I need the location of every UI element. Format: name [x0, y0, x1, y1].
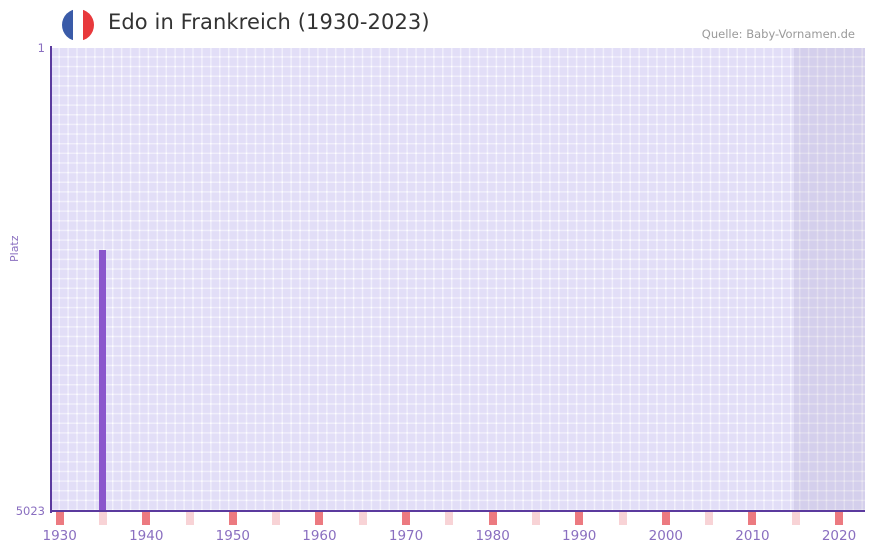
x-axis-tick — [531, 512, 540, 525]
x-axis-tick — [142, 512, 151, 525]
x-axis-tick-label: 2020 — [821, 528, 857, 544]
x-axis-tick-label: 1980 — [475, 528, 510, 544]
x-axis-tick-label: 2000 — [648, 528, 684, 544]
x-axis-tick-label: 1960 — [302, 528, 337, 544]
plot-area — [51, 48, 865, 511]
y-axis-title: Platz — [8, 235, 21, 262]
x-axis-tick-label: 1930 — [42, 528, 77, 544]
x-axis-tick — [358, 512, 367, 525]
x-axis-tick-label: 1950 — [215, 528, 251, 544]
x-axis-tick — [185, 512, 194, 525]
x-axis-line — [50, 510, 865, 512]
chart-title: Edo in Frankreich (1930-2023) — [108, 10, 430, 34]
x-axis-tick — [228, 512, 237, 525]
flag-band-red — [83, 9, 94, 41]
x-axis-tick — [618, 512, 627, 525]
y-axis-line — [50, 46, 52, 513]
x-axis-tick — [791, 512, 800, 525]
shaded-forecast-region — [793, 48, 865, 511]
x-axis-tick — [98, 512, 107, 525]
y-axis-label-top: 1 — [37, 41, 45, 55]
x-axis-tick-label: 2010 — [735, 528, 770, 544]
bar — [99, 249, 107, 511]
x-axis-tick — [705, 512, 714, 525]
y-axis-label-bottom: 5023 — [15, 504, 45, 518]
x-axis-tick — [835, 512, 844, 525]
x-axis-tick — [272, 512, 281, 525]
flag-band-blue — [62, 9, 73, 41]
x-axis-tick — [748, 512, 757, 525]
x-axis-tick — [445, 512, 454, 525]
x-axis-tick — [488, 512, 497, 525]
chart-header: Edo in Frankreich (1930-2023) Quelle: Ba… — [0, 0, 873, 44]
x-axis-tick — [55, 512, 64, 525]
grid-cells — [51, 48, 865, 511]
x-axis-tick — [661, 512, 670, 525]
source-attribution: Quelle: Baby-Vornamen.de — [701, 27, 855, 41]
x-axis-tick — [575, 512, 584, 525]
x-axis-tick-label: 1970 — [388, 528, 424, 544]
x-axis-tick — [402, 512, 411, 525]
france-flag-icon — [62, 9, 94, 41]
flag-band-white — [72, 9, 84, 41]
x-axis-tick-label: 1940 — [129, 528, 164, 544]
x-axis-tick-label: 1990 — [562, 528, 597, 544]
x-axis-tick — [315, 512, 324, 525]
